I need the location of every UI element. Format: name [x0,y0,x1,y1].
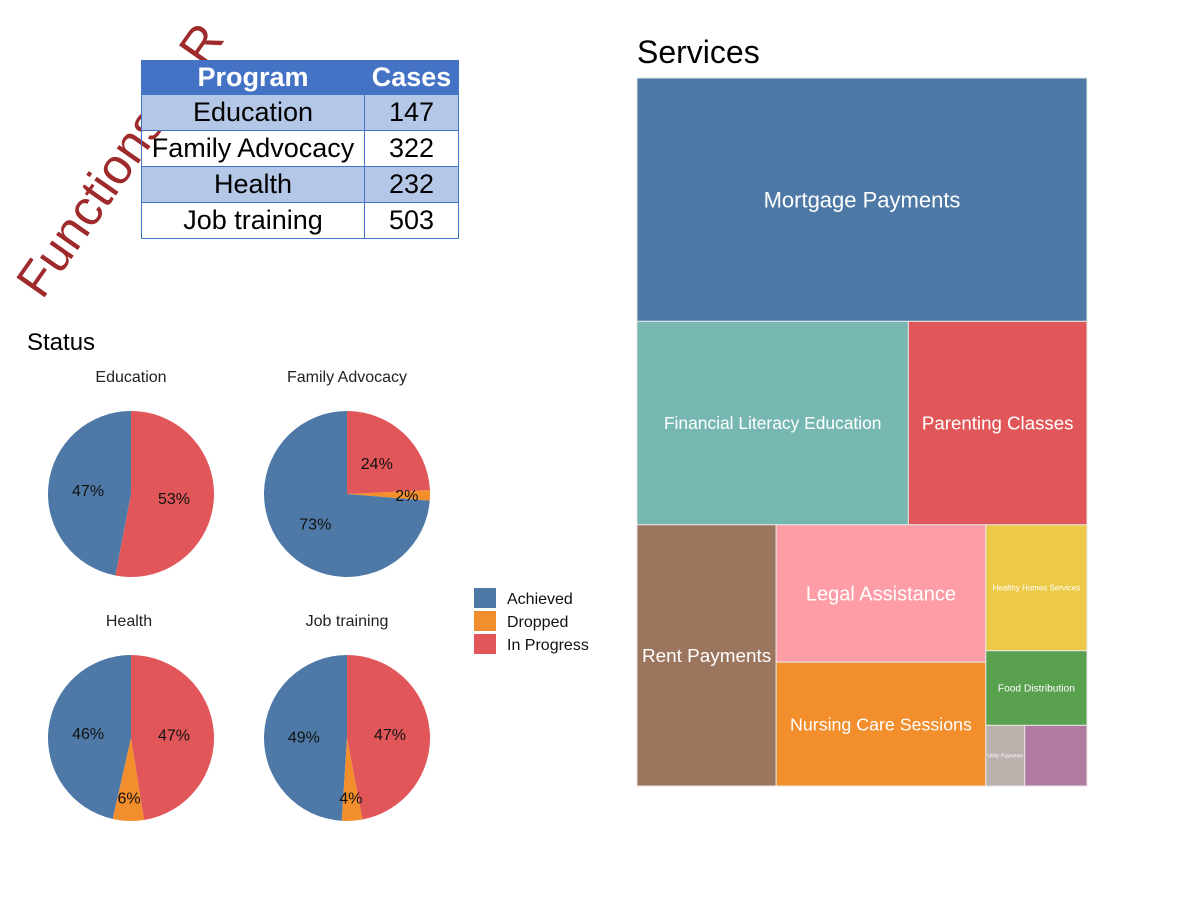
treemap-cell-nursing-care-sessions: Nursing Care Sessions [775,661,987,787]
treemap-label: Parenting Classes [922,413,1074,434]
treemap-tile [775,524,987,663]
treemap-cell-unlabeled [1024,724,1088,787]
treemap-tile [636,77,1088,322]
header-program: Program [141,60,365,95]
program-cell: Family Advocacy [141,130,365,167]
treemap-tile [1024,724,1088,787]
treemap-label: Healthy Homes Services [993,584,1081,593]
pie-job-training: Job training 49% 4% 47% [263,613,431,821]
pie-title: Family Advocacy [287,369,407,386]
pie-slice-achieved [264,411,430,577]
pie-health: Health 46% 6% 47% [48,613,215,821]
treemap-cell-rent-payments: Rent Payments [636,524,777,787]
treemap-label: Nursing Care Sessions [790,714,972,734]
status-title: Status [27,329,95,356]
pie-slice-label: 47% [158,728,190,745]
header-cases: Cases [364,60,459,95]
treemap-tile [636,320,909,526]
treemap-cell-legal-assistance: Legal Assistance [775,524,987,663]
treemap-tile [985,650,1088,726]
pie-slice-achieved [263,655,347,821]
pie-slice-in-progress [347,411,430,494]
pie-slice-label: 4% [339,791,362,808]
table-row: Education 147 [141,94,459,131]
treemap-cell-parenting-classes: Parenting Classes [907,320,1088,526]
legend-key-achieved [474,588,496,608]
treemap-tile [775,661,987,787]
table-row: Family Advocacy 322 [141,130,459,167]
pie-slice-dropped [112,738,145,821]
pie-slice-label: 47% [374,727,406,744]
legend-label-achieved: Achieved [507,591,573,608]
legend-key-in-progress [474,634,496,654]
pie-education: Education 47% 53% [48,369,215,577]
pie-slice-dropped [341,738,363,821]
pie-slice-achieved [48,411,131,576]
cases-cell: 147 [364,94,459,131]
treemap-label: Rent Payments [642,646,771,667]
treemap-cell-healthy-homes-services: Healthy Homes Services [985,524,1088,652]
pie-slice-label: 49% [288,730,320,747]
status-legend: Achieved Dropped In Progress [474,588,589,654]
table-row: Job training 503 [141,202,459,239]
treemap-cell-utility-payments: Utility Payments [985,724,1026,787]
cases-cell: 322 [364,130,459,167]
pie-slice-dropped [347,490,430,501]
treemap-tile [985,724,1026,787]
services-title: Services [637,34,760,70]
pie-slice-label: 47% [72,483,104,500]
legend-label-in-progress: In Progress [507,637,589,654]
pie-slice-achieved [48,655,131,819]
legend-key-dropped [474,611,496,631]
treemap-label: Mortgage Payments [764,187,961,212]
program-cell: Job training [141,202,365,239]
pie-slice-label: 24% [361,456,393,473]
program-cell: Education [141,94,365,131]
treemap-tile [636,524,777,787]
cases-cell: 503 [364,202,459,239]
status-pie-charts: Status Education 47% 53% Family Advocacy 73%… [27,329,589,821]
pie-slice-label: 46% [72,726,104,743]
pie-slice-in-progress [131,655,215,820]
treemap-label: Food Distribution [998,684,1075,695]
program-cell: Health [141,166,365,203]
treemap-cell-mortgage-payments: Mortgage Payments [636,77,1088,322]
pie-slice-label: 6% [118,791,141,808]
program-cases-table: Program Cases Education 147 Family Advoc… [141,60,459,239]
treemap-tile [907,320,1088,526]
cases-cell: 232 [364,166,459,203]
treemap-label: Financial Literacy Education [664,413,882,433]
pie-slice-label: 2% [395,488,418,505]
treemap-label: Utility Payments [987,753,1023,759]
pie-slice-label: 53% [158,491,190,508]
services-treemap: Services Mortgage Payments Financial Lite… [636,34,1088,787]
table-row: Health 232 [141,166,459,203]
pie-family-advocacy: Family Advocacy 73% 2%24% [264,369,430,577]
pie-slice-label: 73% [299,516,331,533]
treemap-cell-financial-literacy-education: Financial Literacy Education [636,320,909,526]
pie-title: Health [106,613,152,630]
pie-slice-in-progress [115,411,215,577]
legend-label-dropped: Dropped [507,614,568,631]
pie-title: Education [95,369,166,386]
pie-title: Job training [306,613,389,630]
table-header-row: Program Cases [141,60,459,95]
pie-slice-in-progress [347,655,431,820]
treemap-cell-food-distribution: Food Distribution [985,650,1088,726]
treemap-label: Legal Assistance [806,583,956,605]
